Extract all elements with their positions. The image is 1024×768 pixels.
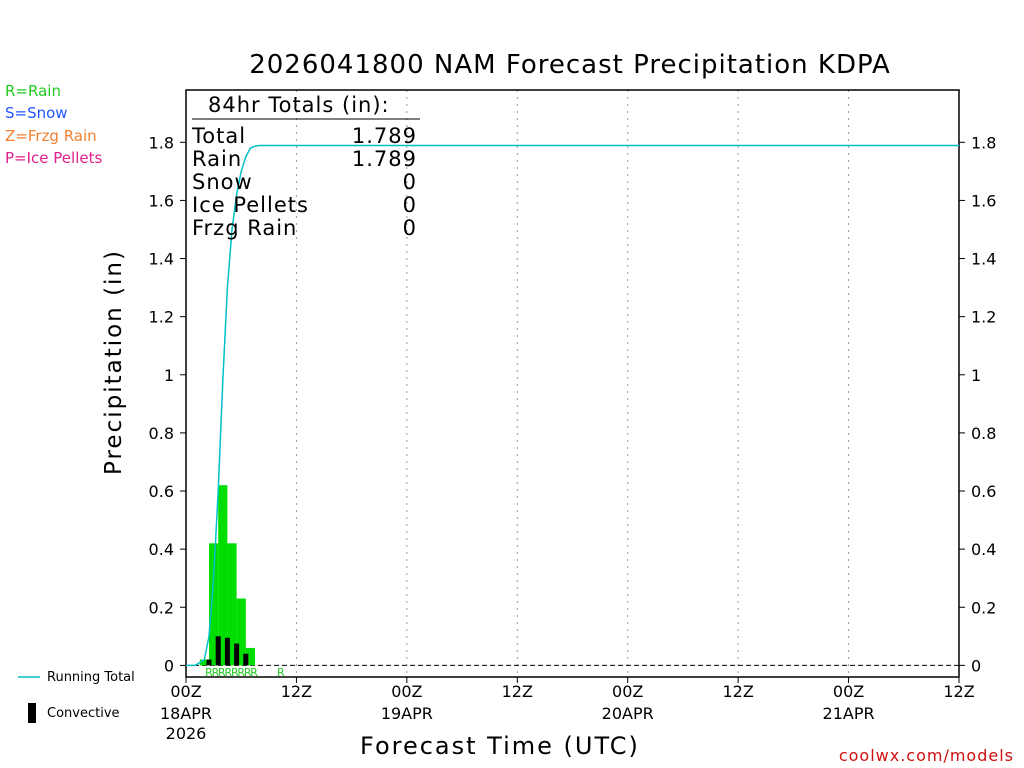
y-tick-label: 0 [164,656,174,675]
x-tick-label: 12Z [281,682,312,701]
x-tick-label: 00Z [170,682,201,701]
y-axis-label: Precipitation (in) [101,249,127,475]
x-tick-label: 12Z [943,682,974,701]
rain-bar [227,543,237,666]
y-tick-label: 0.6 [149,482,174,501]
legend-rain: R=Rain [5,82,61,100]
ptype-marker: R [277,666,285,679]
y-tick-label: 0.4 [149,540,174,559]
y-tick-label-right: 1 [971,366,981,385]
legend-frzg-rain: Z=Frzg Rain [5,127,97,145]
totals-row-label: Ice Pellets [192,193,309,217]
y-tick-label-right: 1.2 [971,308,996,327]
x-tick-label: 00Z [391,682,422,701]
totals-row-label: Snow [192,170,253,194]
x-tick-label: 00Z [833,682,864,701]
rain-bar [199,659,210,666]
running-total-line [186,144,959,667]
ptype-marker: R [205,666,213,679]
y-tick-label-right: 1.8 [971,133,996,152]
plot-frame [185,89,960,678]
x-axis-label: Forecast Time (UTC) [360,732,640,760]
x-tick-sublabel: 2026 [166,724,207,743]
legend-convective: Convective [47,706,120,721]
convective-bar [243,653,249,666]
y-tick-label: 1.4 [149,250,174,269]
y-tick-label: 1.8 [149,133,174,152]
legend-running-total: Running Total [47,670,135,685]
y-tick-label-right: 0.2 [971,598,996,617]
y-tick-label-right: 1.6 [971,191,996,210]
ptype-marker: R [237,666,245,679]
y-tick-label-right: 0 [971,656,981,675]
rain-bar [209,543,219,666]
y-tick-label-right: 0.8 [971,424,996,443]
ptype-marker: R [244,666,252,679]
rain-bar [236,598,246,666]
convective-bar [215,636,221,666]
chart-title: 2026041800 NAM Forecast Precipitation KD… [249,50,891,80]
totals-row-value: 0 [403,216,417,240]
x-tick-sublabel: 21APR [823,704,875,723]
ptype-marker: R [250,666,258,679]
x-tick-sublabel: 18APR [160,704,212,723]
totals-row-label: Total [191,124,246,148]
credit-link[interactable]: coolwx.com/models [838,746,1014,765]
y-tick-label-right: 0.4 [971,540,996,559]
x-tick-label: 00Z [612,682,643,701]
totals-header: 84hr Totals (in): [208,93,390,117]
convective-bar [234,643,240,666]
y-tick-label-right: 0.6 [971,482,996,501]
y-tick-label: 1.6 [149,191,174,210]
x-tick-label: 12Z [502,682,533,701]
totals-row-label: Frzg Rain [192,216,297,240]
rain-bar [218,485,228,666]
y-tick-label: 0.8 [149,424,174,443]
y-tick-label: 0.2 [149,598,174,617]
legend-snow: S=Snow [5,104,68,122]
ptype-marker: R [218,666,226,679]
totals-row-value: 0 [403,193,417,217]
convective-bar [206,659,212,666]
convective-bar [224,637,230,666]
legend-ice-pellets: P=Ice Pellets [5,149,103,167]
totals-row-value: 1.789 [352,147,417,171]
x-tick-label: 12Z [722,682,753,701]
totals-row-label: Rain [192,147,242,171]
rain-bar [245,647,256,666]
y-tick-label: 1 [164,366,174,385]
totals-row-value: 0 [403,170,417,194]
y-tick-label: 1.2 [149,308,174,327]
convective-swatch [28,703,36,723]
ptype-marker: R [225,666,233,679]
ptype-marker: R [231,666,239,679]
x-tick-sublabel: 20APR [602,704,654,723]
totals-row-value: 1.789 [352,124,417,148]
ptype-marker: R [212,666,220,679]
x-tick-sublabel: 19APR [381,704,433,723]
y-tick-label-right: 1.4 [971,250,996,269]
